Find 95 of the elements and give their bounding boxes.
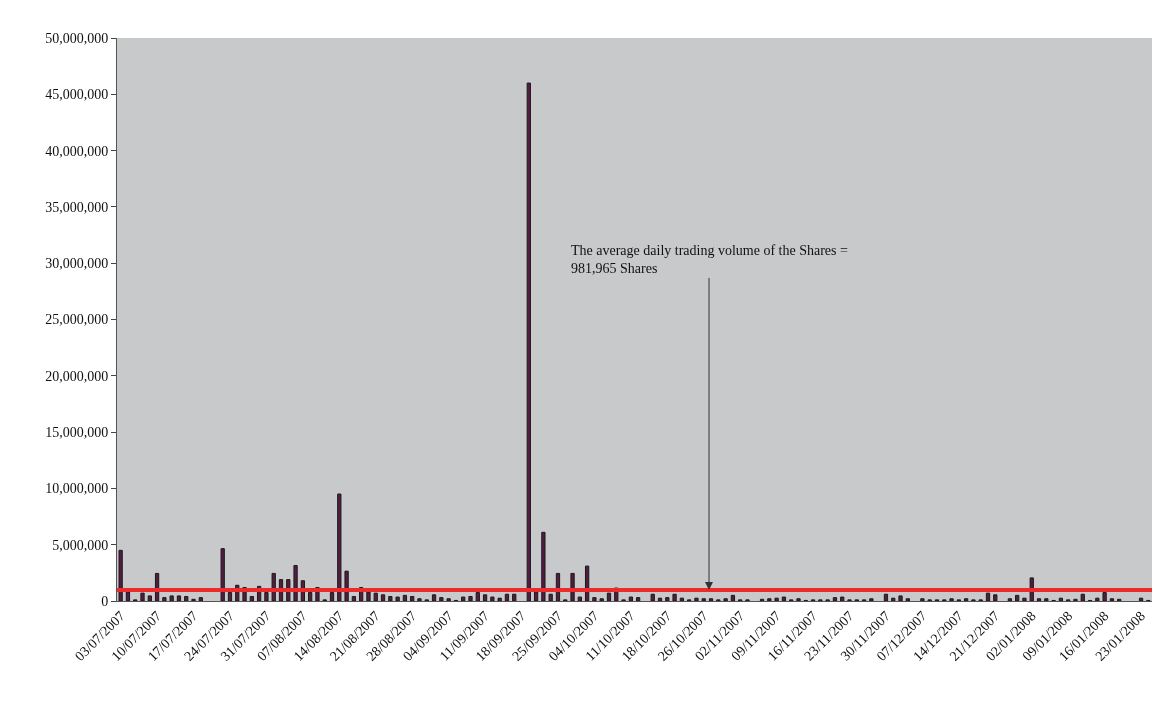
bar — [679, 597, 685, 601]
bar — [482, 594, 488, 601]
bar — [162, 597, 167, 601]
bar — [665, 597, 670, 601]
bar — [1109, 598, 1115, 601]
y-tick-label: 0 — [101, 593, 109, 609]
bar — [1044, 598, 1049, 601]
y-tick-label: 40,000,000 — [45, 143, 109, 159]
bar — [723, 598, 728, 601]
bar — [1095, 597, 1100, 601]
bar — [701, 598, 706, 601]
bar — [628, 596, 633, 601]
bar — [781, 596, 787, 601]
bar — [1007, 598, 1013, 601]
y-tick-label: 15,000,000 — [45, 425, 109, 440]
bar — [388, 596, 393, 601]
bar — [169, 595, 174, 601]
bar — [468, 596, 473, 601]
bar — [366, 591, 371, 601]
bar — [220, 548, 225, 601]
bar — [1058, 597, 1064, 601]
bar — [140, 592, 145, 601]
y-tick-label: 35,000,000 — [45, 199, 109, 215]
bar — [308, 592, 313, 601]
bar — [461, 596, 466, 601]
bar — [985, 592, 991, 601]
bar — [898, 595, 903, 601]
bar — [475, 592, 480, 601]
bar — [337, 493, 342, 601]
bar — [840, 596, 845, 601]
bar — [533, 591, 539, 601]
bar — [497, 597, 502, 601]
bar — [657, 597, 663, 601]
y-tick-label: 20,000,000 — [45, 368, 109, 384]
bar — [1102, 592, 1107, 601]
bar — [125, 591, 131, 601]
bar — [264, 592, 269, 601]
bar — [176, 595, 182, 601]
bar — [373, 592, 378, 601]
y-tick-label: 10,000,000 — [45, 481, 109, 497]
y-tick-label: 50,000,000 — [45, 30, 109, 46]
bar — [964, 598, 969, 601]
bar — [694, 597, 699, 601]
bar — [1080, 593, 1085, 601]
bar — [592, 597, 597, 601]
bar — [541, 531, 546, 601]
y-tick-label: 25,000,000 — [45, 312, 109, 328]
bar — [446, 598, 451, 601]
bar — [118, 549, 123, 601]
bar — [796, 598, 801, 601]
bar — [380, 594, 386, 601]
bar — [249, 596, 254, 601]
bar — [504, 593, 510, 601]
y-tick-label: 30,000,000 — [45, 256, 109, 272]
bar — [227, 592, 233, 601]
bar — [548, 593, 553, 601]
bar — [147, 595, 152, 601]
bar — [1138, 597, 1144, 601]
bar — [767, 598, 772, 601]
bar — [395, 596, 400, 601]
bar — [599, 598, 604, 601]
bar — [832, 597, 838, 601]
bar — [883, 593, 889, 601]
bar — [730, 594, 736, 601]
bar — [949, 598, 954, 601]
bar — [672, 593, 677, 601]
bar — [402, 594, 408, 601]
bar — [184, 596, 189, 601]
ref-line-label: The average daily trading volume of the Shares = 981,965 Shares — [571, 243, 849, 277]
bar — [774, 597, 779, 601]
bar — [905, 598, 910, 601]
bar — [636, 597, 641, 601]
bar — [606, 592, 612, 601]
bar — [708, 598, 714, 601]
bar — [650, 593, 655, 601]
bar — [1022, 597, 1027, 601]
bar — [993, 594, 998, 601]
bar — [577, 596, 582, 601]
bar — [351, 596, 357, 601]
bar — [512, 593, 517, 601]
bar — [329, 592, 335, 601]
bar — [920, 598, 925, 601]
bar — [410, 596, 415, 601]
bar — [439, 597, 444, 601]
bar — [490, 596, 495, 601]
bar — [526, 82, 531, 601]
bar — [431, 594, 437, 601]
y-tick-label: 5,000,000 — [52, 537, 109, 553]
bar — [198, 597, 203, 601]
bar — [1015, 594, 1020, 601]
bar — [891, 597, 896, 601]
bar — [1036, 598, 1042, 601]
y-tick-label: 45,000,000 — [45, 87, 109, 103]
bar — [869, 598, 874, 601]
bar — [417, 598, 422, 601]
